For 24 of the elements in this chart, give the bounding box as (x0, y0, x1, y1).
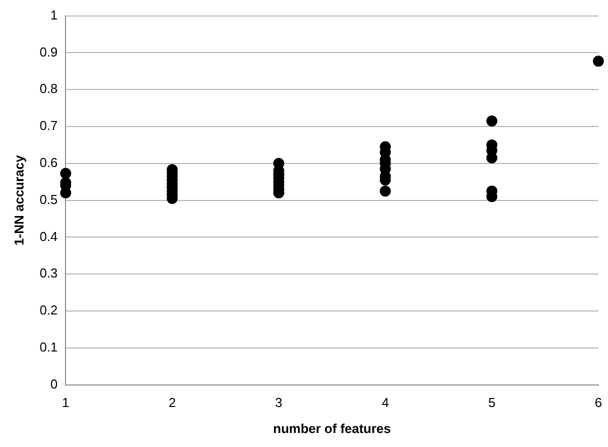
point (592, 56, 604, 67)
x-tick-label: 2 (168, 395, 176, 410)
point (273, 158, 284, 169)
y-tick-label: 0.3 (40, 266, 58, 281)
point (486, 115, 498, 126)
x-tick-label: 1 (62, 395, 70, 410)
point (60, 168, 72, 179)
y-tick-label: 0.4 (40, 228, 58, 244)
y-axis-title: 1-NN accuracy (11, 154, 26, 246)
y-tick-label: 0.9 (40, 44, 58, 60)
point (380, 186, 391, 197)
x-tick-label: 4 (382, 395, 389, 410)
x-tick-label: 5 (488, 395, 496, 410)
y-tick-label: 0.2 (40, 302, 58, 318)
y-tick-label: 0.6 (40, 154, 58, 170)
y-tick-label: 0.1 (40, 339, 58, 354)
y-tick-label: 0 (50, 376, 58, 392)
x-tick-label: 6 (594, 395, 602, 410)
y-tick-label: 0.8 (40, 81, 58, 96)
y-tick-label: 0.7 (40, 118, 58, 134)
y-tick-label: 1 (50, 7, 58, 22)
y-tick-label: 0.5 (40, 192, 58, 207)
x-tick-label: 3 (275, 395, 282, 410)
x-axis-title: number of features (273, 420, 391, 436)
